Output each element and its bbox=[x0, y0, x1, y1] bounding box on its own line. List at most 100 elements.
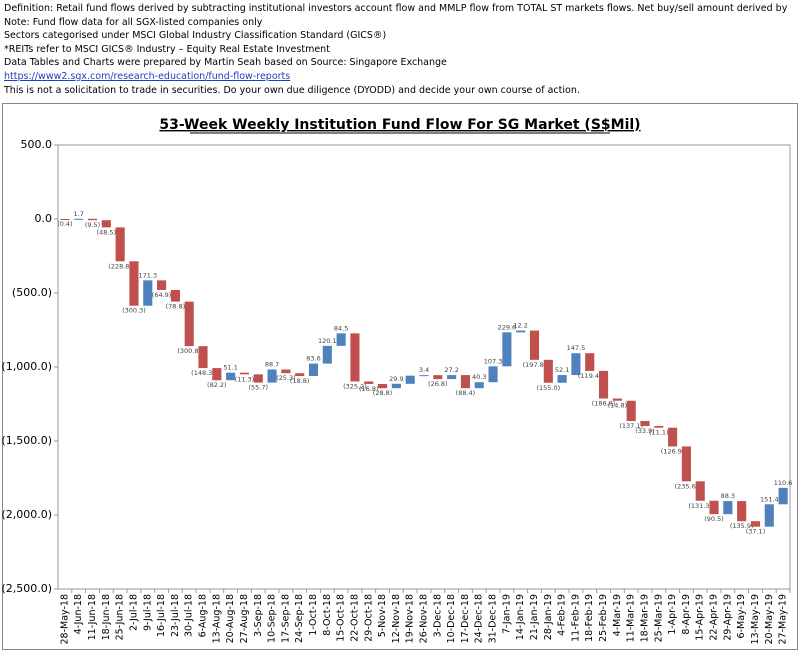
y-tick-label: 0.0 bbox=[35, 212, 53, 225]
x-tick-label: 15-Apr-19 bbox=[695, 594, 706, 641]
data-label: 120.1 bbox=[318, 337, 337, 345]
x-tick-label: 10-Sep-18 bbox=[267, 594, 278, 643]
bar bbox=[612, 398, 622, 401]
y-tick-label: (2,000.0) bbox=[1, 508, 52, 521]
x-tick-label: 2-Jul-18 bbox=[128, 594, 139, 631]
bar bbox=[198, 346, 208, 369]
x-tick-label: 24-Dec-18 bbox=[474, 594, 485, 643]
bar bbox=[460, 375, 470, 389]
data-label: (26.8) bbox=[428, 380, 448, 388]
bar bbox=[750, 521, 761, 527]
data-label: 27.2 bbox=[444, 366, 458, 374]
x-tick-label: 14-Jan-19 bbox=[515, 594, 526, 640]
data-label: (16.8) bbox=[359, 385, 379, 393]
x-tick-label: 23-Jul-18 bbox=[170, 594, 181, 637]
bar bbox=[405, 375, 415, 384]
link[interactable]: https://www2.sgx.com/research-education/… bbox=[4, 70, 291, 82]
x-tick-label: 20-May-19 bbox=[764, 594, 775, 645]
chart-title: 53-Week Weekly Institution Fund Flow For… bbox=[159, 117, 640, 133]
bar bbox=[668, 427, 678, 447]
x-tick-label: 11-Mar-19 bbox=[626, 594, 637, 642]
bar bbox=[598, 370, 609, 399]
x-tick-label: 4-Mar-19 bbox=[612, 594, 623, 636]
y-tick-label: (1,000.0) bbox=[1, 360, 52, 373]
x-tick-label: 19-Nov-18 bbox=[405, 594, 416, 643]
note: *REITs refer to MSCI GICS® Industry – Eq… bbox=[4, 43, 330, 55]
bar bbox=[308, 363, 319, 376]
y-tick-label: 500.0 bbox=[21, 138, 53, 151]
y-tick-label: (2,500.0) bbox=[1, 582, 52, 595]
bar bbox=[474, 382, 484, 389]
data-label: 151.4 bbox=[760, 495, 779, 503]
data-label: (300.8) bbox=[177, 347, 201, 355]
x-tick-label: 8-Oct-18 bbox=[322, 594, 333, 636]
bar bbox=[640, 421, 650, 427]
data-label: 229.6 bbox=[498, 323, 517, 331]
x-tick-label: 29-Oct-18 bbox=[363, 594, 374, 642]
x-tick-label: 1-Oct-18 bbox=[308, 594, 319, 636]
bar bbox=[709, 500, 719, 515]
x-tick-label: 7-Jan-19 bbox=[501, 594, 512, 634]
bar bbox=[281, 369, 291, 374]
bar bbox=[571, 353, 581, 376]
x-tick-label: 30-Jul-18 bbox=[184, 594, 195, 637]
bar bbox=[502, 332, 512, 367]
bar bbox=[764, 504, 774, 527]
data-label: (55.7) bbox=[248, 384, 268, 392]
data-label: (197.8) bbox=[523, 361, 547, 369]
data-label: 147.5 bbox=[567, 344, 586, 352]
note: Definition: Retail fund flows derived by… bbox=[4, 3, 788, 14]
y-tick-label: (1,500.0) bbox=[1, 434, 52, 447]
bar bbox=[322, 345, 332, 364]
x-tick-label: 8-Apr-19 bbox=[681, 594, 692, 635]
x-tick-label: 15-Oct-18 bbox=[336, 594, 347, 642]
chart-frame bbox=[2, 103, 798, 650]
x-tick-label: 1-Apr-19 bbox=[667, 594, 678, 635]
x-tick-label: 3-Sep-18 bbox=[253, 594, 264, 637]
bar bbox=[74, 218, 84, 220]
data-label: (64.9) bbox=[152, 291, 172, 299]
data-label: (235.6) bbox=[675, 482, 699, 490]
x-tick-label: 18-Mar-19 bbox=[639, 594, 650, 642]
data-label: (300.3) bbox=[122, 307, 146, 315]
bar bbox=[585, 353, 595, 371]
x-tick-label: 6-May-19 bbox=[736, 594, 747, 638]
bar bbox=[447, 375, 457, 380]
x-tick-label: 28-Jan-19 bbox=[543, 594, 554, 640]
data-label: (186.8) bbox=[592, 400, 616, 408]
y-tick-label: (500.0) bbox=[12, 286, 52, 299]
bar bbox=[778, 487, 788, 505]
bar bbox=[295, 373, 305, 376]
note: This is not a solicitation to trade in s… bbox=[4, 84, 580, 96]
x-tick-label: 17-Sep-18 bbox=[280, 594, 291, 643]
bar bbox=[212, 368, 222, 381]
data-label: (37.1) bbox=[746, 528, 766, 536]
bar bbox=[723, 501, 733, 515]
notes: Definition: Retail fund flows derived by… bbox=[4, 2, 787, 97]
data-label: 51.1 bbox=[223, 364, 237, 372]
data-label: 88.7 bbox=[265, 360, 279, 368]
x-tick-label: 22-Apr-19 bbox=[709, 594, 720, 641]
x-tick-label: 13-Aug-18 bbox=[211, 594, 222, 643]
x-tick-label: 10-Dec-18 bbox=[446, 594, 457, 643]
data-label: (25.3) bbox=[276, 374, 296, 382]
bar bbox=[391, 383, 401, 389]
data-label: 171.3 bbox=[138, 271, 157, 279]
data-label: 52.1 bbox=[555, 366, 569, 374]
bar bbox=[364, 381, 374, 384]
data-label: (325.2) bbox=[343, 382, 367, 390]
data-label: 12.2 bbox=[513, 322, 527, 330]
note: Data Tables and Charts were prepared by … bbox=[4, 57, 447, 69]
x-tick-label: 29-Apr-19 bbox=[722, 594, 733, 641]
x-tick-label: 18-Feb-19 bbox=[584, 594, 595, 642]
x-tick-label: 27-Aug-18 bbox=[239, 594, 250, 643]
x-tick-label: 9-Jul-18 bbox=[142, 594, 153, 631]
note-link: https://www2.sgx.com/research-education/… bbox=[4, 70, 787, 84]
bar bbox=[433, 375, 443, 380]
bar bbox=[681, 446, 691, 482]
data-label: 83.6 bbox=[306, 355, 320, 363]
data-label: (90.5) bbox=[704, 515, 724, 523]
data-label: (131.3) bbox=[688, 502, 712, 510]
